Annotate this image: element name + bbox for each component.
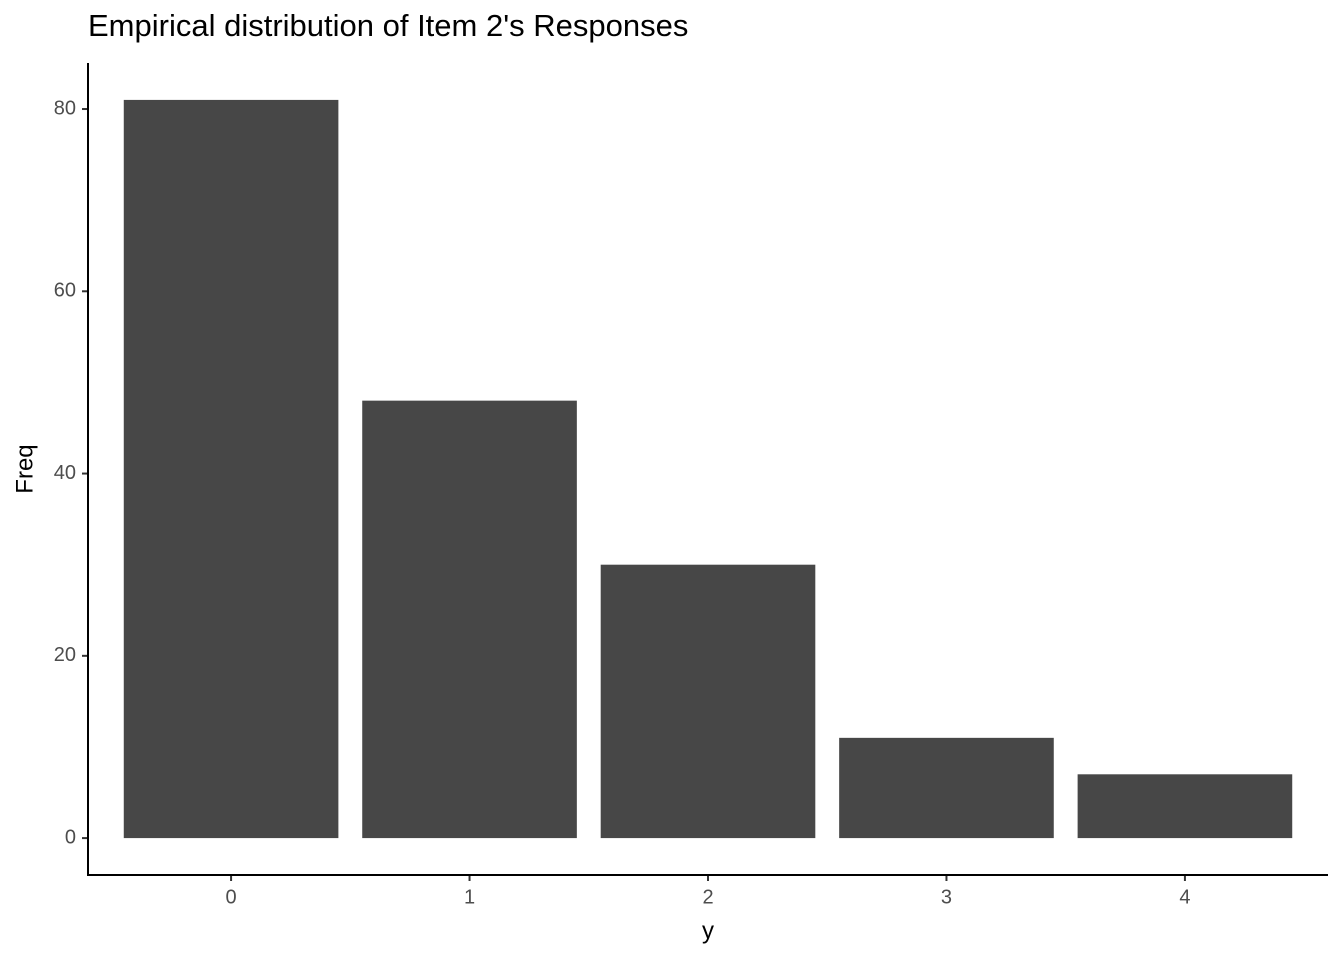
x-tick-label: 2 (702, 886, 713, 908)
y-tick-label: 60 (54, 280, 76, 302)
y-axis-title: Freq (11, 444, 38, 493)
x-tick-label: 3 (941, 886, 952, 908)
x-tick-label: 1 (464, 886, 475, 908)
x-tick-label: 4 (1179, 886, 1190, 908)
bar (362, 400, 577, 839)
bar (839, 737, 1054, 839)
bar (123, 99, 339, 839)
y-tick-label: 40 (54, 462, 76, 484)
y-tick-label: 0 (65, 826, 76, 848)
bar (1077, 774, 1293, 839)
x-tick-label: 0 (226, 886, 237, 908)
bar (600, 564, 816, 839)
y-tick-label: 20 (54, 644, 76, 666)
chart-title: Empirical distribution of Item 2's Respo… (88, 8, 688, 43)
x-axis-title: y (702, 917, 714, 944)
y-tick-label: 80 (54, 97, 76, 119)
